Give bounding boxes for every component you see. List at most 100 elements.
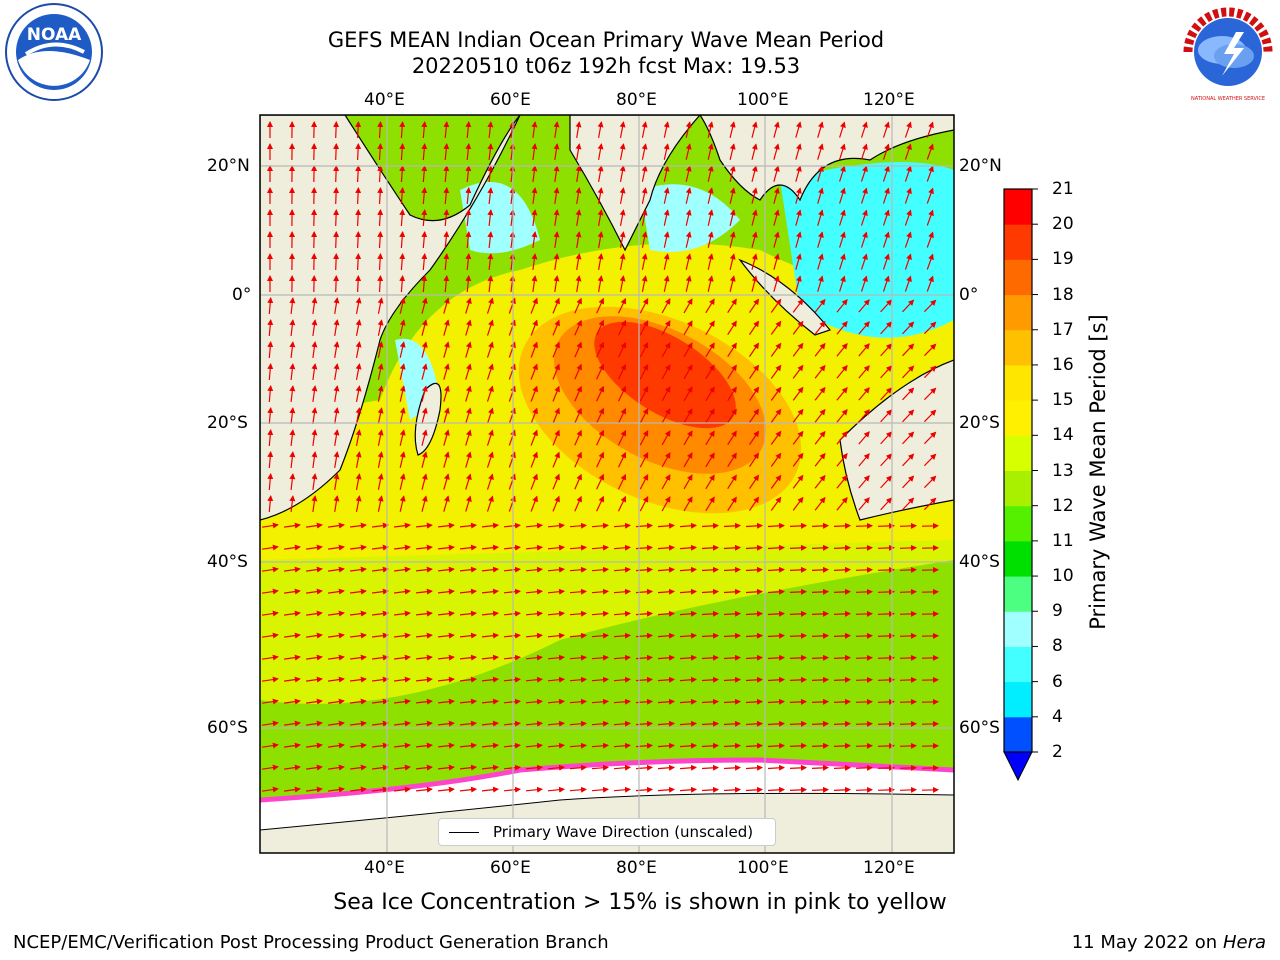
- wave-direction-arrow: [663, 231, 670, 248]
- wave-direction-arrow: [421, 429, 428, 446]
- wave-direction-arrow: [839, 143, 846, 160]
- wave-direction-arrow: [904, 275, 912, 292]
- wave-direction-arrow: [661, 474, 671, 490]
- wave-direction-arrow: [530, 297, 538, 314]
- wave-direction-arrow: [661, 496, 671, 512]
- wave-direction-arrow: [770, 386, 782, 401]
- wave-direction-arrow: [751, 121, 758, 138]
- wave-direction-arrow: [817, 253, 824, 270]
- colorbar-segment: [1004, 611, 1032, 647]
- wave-direction-arrow: [679, 610, 697, 617]
- wave-direction-arrow: [508, 385, 516, 402]
- wave-direction-arrow: [814, 298, 826, 313]
- wave-direction-arrow: [899, 522, 917, 529]
- wave-direction-arrow: [613, 720, 631, 727]
- wave-direction-arrow: [749, 342, 760, 357]
- legend-line-swatch: [449, 831, 479, 833]
- wave-direction-arrow: [839, 165, 846, 182]
- wave-direction-arrow: [525, 720, 543, 727]
- wave-direction-arrow: [372, 588, 389, 595]
- wave-direction-arrow: [899, 676, 917, 683]
- wave-direction-arrow: [443, 451, 450, 468]
- wave-direction-arrow: [619, 253, 626, 271]
- wave-direction-arrow: [481, 720, 499, 727]
- wave-direction-arrow: [792, 430, 804, 445]
- wave-direction-arrow: [394, 676, 411, 683]
- wave-direction-arrow: [591, 720, 609, 727]
- wave-direction-arrow: [284, 786, 301, 793]
- wave-direction-arrow: [399, 297, 406, 314]
- wave-direction-arrow: [328, 588, 345, 595]
- wave-direction-arrow: [705, 452, 715, 468]
- wave-direction-arrow: [639, 430, 649, 446]
- wave-direction-arrow: [639, 298, 649, 314]
- wave-direction-arrow: [727, 408, 737, 424]
- wave-direction-arrow: [723, 632, 741, 639]
- wave-direction-arrow: [355, 429, 362, 447]
- wave-direction-arrow: [811, 544, 829, 551]
- wave-direction-arrow: [705, 364, 715, 380]
- wave-direction-arrow: [481, 764, 499, 771]
- colorbar-segment: [1004, 224, 1032, 260]
- wave-direction-arrow: [486, 407, 494, 424]
- wave-direction-arrow: [770, 342, 782, 357]
- wave-direction-arrow: [855, 720, 873, 727]
- wave-direction-arrow: [267, 473, 274, 491]
- wave-direction-arrow: [597, 165, 604, 183]
- wave-direction-arrow: [459, 698, 477, 705]
- wave-direction-arrow: [877, 720, 895, 727]
- wave-direction-arrow: [613, 786, 631, 793]
- wave-direction-arrow: [745, 566, 763, 573]
- colorbar-tick-label: 4: [1052, 706, 1063, 727]
- right-lat-label: 40°S: [959, 552, 1000, 572]
- wave-direction-arrow: [508, 495, 516, 512]
- wave-direction-arrow: [701, 522, 719, 529]
- wave-direction-arrow: [421, 253, 428, 271]
- wave-direction-arrow: [596, 341, 605, 358]
- credit-text: NCEP/EMC/Verification Post Processing Pr…: [13, 932, 609, 953]
- wave-direction-arrow: [701, 566, 719, 573]
- wave-direction-arrow: [262, 786, 279, 793]
- colorbar-tick-label: 12: [1052, 495, 1074, 516]
- bottom-lon-label: 60°E: [490, 858, 531, 878]
- wave-direction-arrow: [443, 231, 450, 249]
- wave-direction-arrow: [729, 187, 736, 204]
- wave-direction-arrow: [817, 187, 824, 204]
- wave-direction-arrow: [355, 319, 362, 337]
- wave-direction-arrow: [880, 321, 893, 335]
- wave-direction-arrow: [705, 408, 715, 424]
- wave-direction-arrow: [789, 632, 807, 639]
- wave-direction-arrow: [904, 165, 912, 182]
- wave-direction-arrow: [525, 742, 543, 749]
- bottom-lon-label: 100°E: [737, 858, 789, 878]
- wave-direction-arrow: [377, 363, 384, 380]
- colorbar-segment: [1004, 505, 1032, 542]
- wave-direction-arrow: [770, 474, 782, 489]
- wave-direction-arrow: [705, 386, 715, 402]
- wave-direction-arrow: [394, 698, 411, 705]
- wave-direction-arrow: [792, 452, 804, 467]
- wave-direction-arrow: [767, 522, 785, 529]
- wave-direction-arrow: [613, 764, 631, 771]
- wave-direction-arrow: [860, 231, 868, 248]
- wave-direction-arrow: [882, 165, 890, 182]
- wave-direction-arrow: [701, 654, 719, 661]
- wave-direction-arrow: [836, 497, 848, 511]
- wave-direction-arrow: [705, 474, 715, 490]
- wave-direction-arrow: [328, 676, 345, 683]
- wave-direction-arrow: [284, 522, 301, 529]
- wave-direction-arrow: [745, 720, 763, 727]
- wave-direction-arrow: [877, 544, 895, 551]
- wave-direction-arrow: [619, 275, 626, 293]
- wave-direction-arrow: [597, 275, 604, 293]
- wave-direction-arrow: [683, 452, 693, 468]
- wave-direction-arrow: [723, 786, 741, 793]
- wave-direction-arrow: [836, 365, 848, 379]
- wave-direction-arrow: [745, 522, 763, 529]
- wave-direction-arrow: [683, 342, 693, 358]
- wave-direction-arrow: [679, 764, 697, 771]
- wave-direction-arrow: [421, 407, 428, 424]
- wave-direction-arrow: [767, 742, 785, 749]
- wave-direction-arrow: [547, 544, 565, 551]
- wave-direction-arrow: [833, 720, 851, 727]
